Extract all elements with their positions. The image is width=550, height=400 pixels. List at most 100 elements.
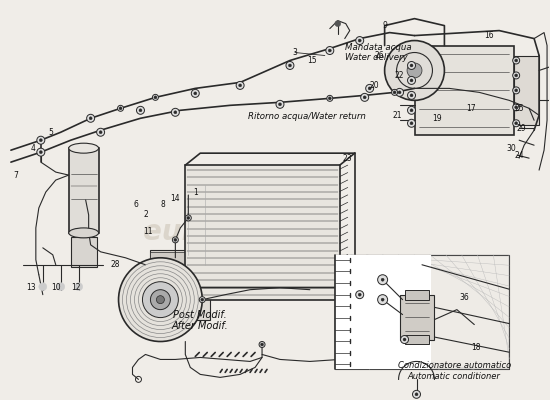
Text: 28: 28 — [111, 260, 120, 269]
Circle shape — [415, 393, 418, 396]
Circle shape — [410, 79, 413, 82]
Text: 6: 6 — [133, 200, 138, 210]
Text: Post Modif.
After Modif.: Post Modif. After Modif. — [172, 310, 229, 331]
Circle shape — [327, 95, 333, 101]
Circle shape — [408, 76, 415, 84]
Circle shape — [236, 82, 244, 89]
Circle shape — [326, 46, 334, 54]
Circle shape — [513, 57, 520, 64]
Circle shape — [97, 128, 104, 136]
Circle shape — [335, 21, 341, 27]
Circle shape — [39, 151, 42, 154]
Circle shape — [118, 105, 124, 111]
Text: Mandata acqua
Water delivery: Mandata acqua Water delivery — [345, 42, 411, 62]
Bar — [399, 295, 435, 340]
Text: Ritorno acqua/Water return: Ritorno acqua/Water return — [248, 112, 366, 121]
Circle shape — [328, 97, 331, 100]
Text: eurospares: eurospares — [371, 279, 486, 297]
Circle shape — [172, 108, 179, 116]
Circle shape — [328, 49, 331, 52]
Circle shape — [358, 39, 361, 42]
Text: 4: 4 — [30, 144, 35, 153]
Text: 17: 17 — [466, 104, 476, 113]
Text: 29: 29 — [516, 124, 526, 133]
Circle shape — [152, 94, 158, 100]
Circle shape — [408, 62, 415, 70]
Bar — [151, 250, 210, 320]
Circle shape — [261, 343, 263, 346]
Circle shape — [395, 88, 404, 96]
Circle shape — [286, 62, 294, 70]
Circle shape — [361, 93, 368, 101]
Circle shape — [39, 139, 42, 142]
Circle shape — [172, 237, 178, 243]
Circle shape — [57, 283, 65, 291]
Circle shape — [515, 89, 518, 92]
Text: 19: 19 — [433, 114, 442, 123]
Circle shape — [381, 298, 384, 301]
Bar — [69, 148, 98, 233]
Text: 13: 13 — [26, 283, 36, 292]
Circle shape — [187, 216, 190, 220]
Circle shape — [119, 107, 122, 110]
Circle shape — [410, 94, 413, 97]
Circle shape — [185, 215, 191, 221]
Circle shape — [513, 104, 520, 111]
Circle shape — [407, 63, 422, 78]
Circle shape — [410, 109, 413, 112]
Ellipse shape — [69, 143, 98, 153]
Text: 8: 8 — [160, 200, 165, 210]
Text: 14: 14 — [170, 194, 180, 202]
Text: 23: 23 — [343, 154, 353, 163]
Circle shape — [99, 131, 102, 134]
Circle shape — [410, 64, 413, 67]
Circle shape — [358, 293, 361, 296]
Text: 16: 16 — [485, 31, 494, 40]
Circle shape — [400, 336, 409, 344]
Circle shape — [278, 103, 282, 106]
Text: 20: 20 — [370, 81, 379, 90]
Circle shape — [276, 100, 284, 108]
Text: 5: 5 — [48, 128, 53, 137]
Bar — [405, 334, 430, 344]
Circle shape — [199, 297, 205, 303]
Circle shape — [515, 106, 518, 109]
Bar — [335, 255, 431, 370]
Bar — [185, 165, 340, 300]
Circle shape — [393, 91, 396, 94]
Text: 21: 21 — [393, 111, 402, 120]
Circle shape — [136, 106, 145, 114]
Bar — [514, 56, 539, 125]
Circle shape — [381, 278, 384, 281]
Circle shape — [259, 342, 265, 348]
Circle shape — [513, 72, 520, 79]
Circle shape — [239, 84, 241, 87]
Circle shape — [288, 64, 292, 67]
Circle shape — [151, 290, 170, 310]
Text: 12: 12 — [71, 283, 80, 292]
Text: 24: 24 — [514, 151, 524, 160]
Bar — [151, 252, 208, 267]
Circle shape — [403, 338, 406, 341]
Circle shape — [174, 238, 177, 241]
Circle shape — [37, 148, 45, 156]
Circle shape — [392, 89, 398, 95]
Bar — [71, 237, 97, 267]
Circle shape — [363, 96, 366, 99]
Circle shape — [412, 390, 421, 398]
Text: 18: 18 — [471, 343, 481, 352]
Circle shape — [515, 59, 518, 62]
Text: 1: 1 — [193, 188, 197, 196]
Circle shape — [410, 122, 413, 125]
Circle shape — [513, 87, 520, 94]
Circle shape — [154, 96, 157, 99]
Text: eurospares: eurospares — [144, 218, 319, 246]
Circle shape — [89, 117, 92, 120]
Circle shape — [515, 122, 518, 125]
Ellipse shape — [69, 228, 98, 238]
Bar — [415, 46, 514, 135]
Circle shape — [515, 74, 518, 77]
Circle shape — [174, 111, 177, 114]
Circle shape — [194, 92, 197, 95]
Circle shape — [37, 136, 45, 144]
